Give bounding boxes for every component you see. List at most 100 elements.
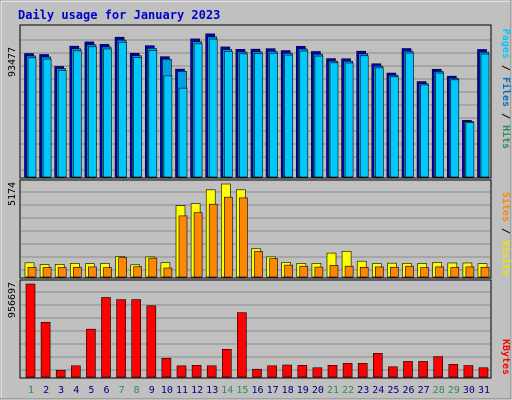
- bar-kbytes-day-17: [267, 365, 277, 378]
- bar-sites-day-28: [435, 266, 445, 278]
- bar-sites-day-10: [163, 267, 173, 278]
- x-label-day-23: 23: [357, 385, 369, 396]
- bar-sites-day-15: [239, 197, 248, 278]
- bar-pages-day-2: [42, 58, 52, 178]
- bar-pages-day-20: [314, 55, 324, 178]
- bar-sites-day-22: [344, 265, 354, 278]
- bar-sites-day-4: [73, 266, 82, 278]
- bar-kbytes-day-29: [448, 364, 459, 378]
- bar-sites-day-25: [390, 266, 399, 278]
- bar-pages-day-19: [299, 50, 309, 178]
- bar-kbytes-day-7: [116, 299, 126, 378]
- x-label-day-13: 13: [206, 385, 218, 396]
- x-label-day-16: 16: [251, 385, 263, 396]
- x-label-day-26: 26: [402, 385, 414, 396]
- bar-kbytes-day-2: [40, 321, 51, 378]
- bar-kbytes-day-24: [372, 353, 383, 378]
- bar-sites-day-9: [148, 257, 158, 278]
- bar-pages-day-12: [193, 43, 203, 178]
- bar-sites-day-27: [420, 267, 429, 278]
- bar-sites-day-26: [405, 265, 414, 278]
- bar-pages-day-11: [178, 87, 188, 178]
- max-label-visits: 5174: [7, 182, 18, 206]
- bar-pages-day-7: [118, 41, 127, 178]
- bar-kbytes-day-28: [433, 356, 444, 378]
- bar-kbytes-day-10: [161, 357, 172, 378]
- bar-kbytes-day-27: [418, 361, 428, 378]
- legend-middle: Sites / Visits: [500, 192, 512, 276]
- bar-sites-day-8: [133, 266, 142, 278]
- bar-pages-day-3: [57, 70, 67, 178]
- bar-kbytes-day-5: [86, 328, 96, 378]
- bar-pages-day-15: [239, 53, 248, 178]
- legend-kbytes: KBytes: [500, 339, 511, 375]
- x-label-day-10: 10: [161, 385, 173, 396]
- bar-sites-day-6: [103, 267, 112, 278]
- x-label-day-17: 17: [267, 385, 279, 396]
- bar-pages-day-17: [269, 52, 278, 178]
- bar-sites-day-24: [374, 266, 384, 278]
- bars-layer: [24, 33, 490, 378]
- bar-pages-day-8: [133, 57, 142, 178]
- bar-pages-day-22: [344, 62, 354, 178]
- bar-sites-day-23: [359, 266, 369, 278]
- x-label-day-2: 2: [43, 385, 49, 396]
- bar-pages-day-24: [374, 67, 384, 178]
- x-label-day-18: 18: [282, 385, 294, 396]
- bar-pages-day-18: [284, 54, 294, 178]
- x-label-day-30: 30: [463, 385, 475, 396]
- bar-sites-day-21: [329, 265, 339, 278]
- x-label-day-25: 25: [387, 385, 399, 396]
- chart-title: Daily usage for January 2023: [18, 8, 220, 22]
- bar-pages-day-21: [329, 62, 339, 178]
- x-label-day-1: 1: [28, 385, 34, 396]
- x-label-day-11: 11: [176, 385, 188, 396]
- bar-pages-day-30: [465, 122, 475, 178]
- bar-kbytes-day-16: [252, 368, 262, 378]
- x-label-day-28: 28: [433, 385, 445, 396]
- bar-kbytes-day-18: [282, 364, 293, 378]
- legend-top: Pages / Files / Hits: [500, 29, 512, 149]
- bar-sites-day-19: [299, 265, 309, 278]
- bar-kbytes-day-3: [55, 369, 66, 378]
- legend-sep-2: /: [500, 107, 511, 125]
- bar-kbytes-day-13: [206, 365, 217, 378]
- bar-kbytes-day-21: [327, 365, 338, 378]
- bar-kbytes-day-26: [403, 361, 413, 378]
- x-label-day-5: 5: [88, 385, 94, 396]
- bar-kbytes-day-6: [101, 297, 111, 378]
- x-label-day-22: 22: [342, 385, 354, 396]
- bar-pages-day-4: [73, 50, 82, 178]
- bar-kbytes-day-20: [312, 367, 323, 378]
- bar-kbytes-day-23: [357, 363, 368, 378]
- bar-kbytes-day-12: [191, 365, 202, 378]
- bar-sites-day-30: [465, 266, 475, 278]
- bar-kbytes-day-19: [297, 365, 308, 378]
- bar-sites-day-2: [42, 267, 52, 278]
- bar-pages-day-25: [390, 76, 399, 178]
- bar-sites-day-12: [193, 212, 203, 278]
- x-label-day-6: 6: [103, 385, 109, 396]
- bar-sites-day-7: [118, 257, 127, 278]
- bar-kbytes-day-11: [176, 365, 187, 378]
- legend-files: Files: [500, 77, 512, 107]
- x-label-day-15: 15: [236, 385, 248, 396]
- bar-sites-day-31: [480, 266, 490, 278]
- x-axis-labels: 1 2 3 4 5 6 7 8 9 10 11 12 13 14 15 16 17 18 19 20 21 22 23 24 2…: [28, 385, 490, 396]
- bar-kbytes-day-30: [463, 365, 474, 378]
- bar-pages-day-9: [148, 50, 158, 178]
- bar-kbytes-day-31: [478, 367, 489, 378]
- bar-kbytes-day-22: [342, 363, 353, 378]
- panel-kbytes: [19, 279, 492, 379]
- bar-kbytes-day-15: [237, 312, 247, 378]
- legend-bottom: KBytes: [500, 339, 511, 375]
- bar-sites-day-29: [450, 267, 460, 278]
- bar-pages-day-23: [359, 55, 369, 178]
- bar-kbytes-day-8: [131, 299, 141, 378]
- x-label-day-31: 31: [478, 385, 490, 396]
- max-label-kbytes: 956697: [7, 282, 18, 318]
- bar-sites-day-3: [57, 267, 67, 278]
- legend-sep-1: /: [500, 59, 511, 77]
- bar-sites-day-11: [178, 215, 188, 278]
